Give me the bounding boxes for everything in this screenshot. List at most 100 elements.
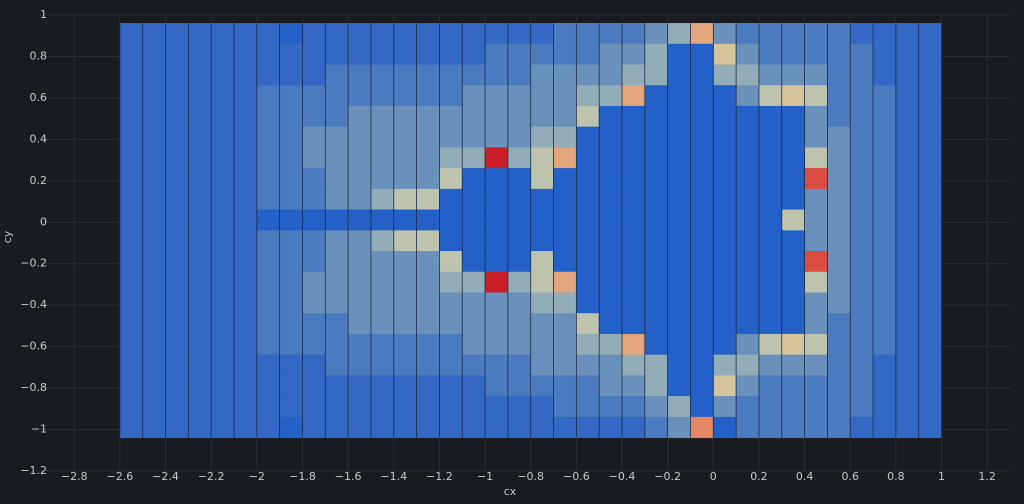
heatmap-cell [553, 85, 577, 107]
x-tick-label: −1.6 [335, 470, 362, 483]
heatmap-cell [713, 354, 737, 376]
y-tick-label: −0.2 [20, 257, 47, 270]
heatmap-cell [279, 209, 303, 231]
heatmap-cell [758, 416, 783, 439]
heatmap-cell [849, 313, 874, 335]
heatmap-cell [484, 126, 509, 148]
heatmap-cell [188, 105, 212, 128]
heatmap-cell [233, 209, 258, 231]
heatmap-cell [667, 188, 691, 211]
heatmap-cell [370, 396, 395, 418]
heatmap-cell [758, 230, 783, 252]
heatmap-cell [233, 292, 258, 314]
heatmap-cell [416, 313, 440, 335]
heatmap-cell [918, 126, 942, 148]
heatmap-cell [279, 230, 303, 252]
heatmap-cell [758, 105, 783, 128]
x-tick-label: −0.4 [609, 470, 636, 483]
heatmap-cell [256, 168, 280, 190]
heatmap-cell [804, 230, 828, 252]
heatmap-cell [849, 271, 874, 293]
heatmap-cell [256, 292, 280, 314]
heatmap-cell [621, 230, 646, 252]
heatmap-cell [142, 105, 166, 128]
heatmap-cell [256, 230, 280, 252]
heatmap-cell [461, 147, 486, 169]
heatmap-cell [370, 209, 395, 231]
heatmap-cell [758, 188, 783, 211]
heatmap-cell [849, 416, 874, 439]
heatmap-cell [439, 251, 463, 273]
heatmap-cell [872, 126, 897, 148]
heatmap-cell [439, 416, 463, 439]
heatmap-cell [918, 230, 942, 252]
heatmap-cell [347, 230, 372, 252]
heatmap-cell [849, 188, 874, 211]
heatmap-cell [530, 416, 554, 439]
heatmap-cell [598, 292, 623, 314]
heatmap-cell [667, 147, 691, 169]
heatmap-cell [918, 375, 942, 397]
heatmap-cell [690, 333, 714, 356]
heatmap-cell [507, 209, 531, 231]
heatmap-cell [690, 354, 714, 376]
heatmap-cell [347, 209, 372, 231]
heatmap-cell [804, 43, 828, 65]
heatmap-cell [461, 230, 486, 252]
heatmap-cell [188, 188, 212, 211]
heatmap-cell [576, 416, 600, 439]
heatmap-cell [188, 251, 212, 273]
heatmap-cell [325, 251, 349, 273]
heatmap-cell [849, 292, 874, 314]
heatmap-cell [484, 64, 509, 86]
heatmap-cell [188, 333, 212, 356]
heatmap-cell [233, 188, 258, 211]
heatmap-cell [279, 85, 303, 107]
heatmap-cell [530, 188, 554, 211]
heatmap-cell [325, 188, 349, 211]
x-tick-label: −2.6 [107, 470, 134, 483]
x-tick-label: 0.4 [796, 470, 814, 483]
heatmap-cell [302, 333, 326, 356]
heatmap-cell [621, 43, 646, 65]
heatmap-cell [347, 147, 372, 169]
heatmap-cell [507, 85, 531, 107]
heatmap-cell [370, 354, 395, 376]
heatmap-cell [347, 251, 372, 273]
heatmap-cell [302, 126, 326, 148]
heatmap-cell [667, 126, 691, 148]
heatmap-cell [142, 23, 166, 45]
heatmap-cell [690, 23, 714, 45]
heatmap-cell [393, 209, 417, 231]
heatmap-cell [325, 416, 349, 439]
x-tick-label: 1 [938, 470, 945, 483]
heatmap-cell [758, 209, 783, 231]
heatmap-cell [507, 292, 531, 314]
heatmap-cell [142, 251, 166, 273]
heatmap-cell [644, 333, 668, 356]
heatmap-cell [370, 271, 395, 293]
heatmap-cell [393, 105, 417, 128]
heatmap-cell [530, 375, 554, 397]
heatmap-cell [393, 396, 417, 418]
heatmap-cell [142, 230, 166, 252]
heatmap-cell [439, 168, 463, 190]
heatmap-cell [188, 126, 212, 148]
heatmap-cell [188, 43, 212, 65]
heatmap-cell [347, 313, 372, 335]
heatmap-cell [872, 333, 897, 356]
heatmap-cell [507, 251, 531, 273]
heatmap-cell [530, 147, 554, 169]
heatmap-cell [530, 105, 554, 128]
heatmap-cell [393, 168, 417, 190]
heatmap-cell [393, 375, 417, 397]
heatmap-cell [233, 354, 258, 376]
heatmap-cell [849, 396, 874, 418]
heatmap-cell [142, 354, 166, 376]
heatmap-cell [804, 85, 828, 107]
heatmap-cell [210, 168, 235, 190]
heatmap-cell [735, 147, 760, 169]
heatmap-cell [484, 147, 509, 169]
heatmap-cell [256, 147, 280, 169]
heatmap-cell [370, 188, 395, 211]
